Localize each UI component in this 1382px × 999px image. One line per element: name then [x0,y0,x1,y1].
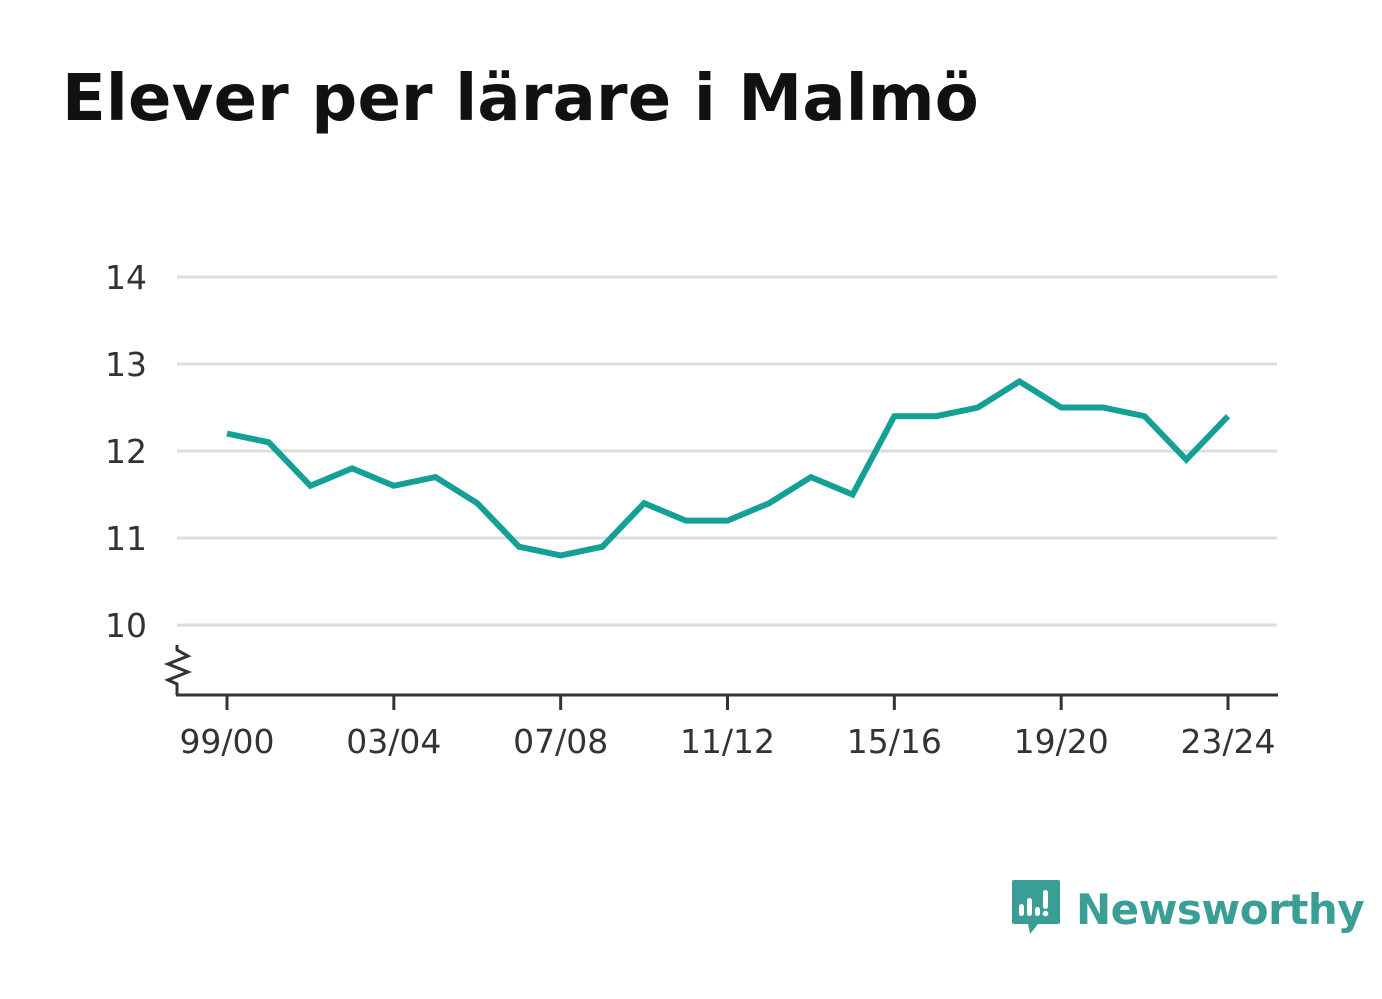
y-tick-label-11: 11 [105,519,147,558]
data-point-03-04 [393,485,394,486]
data-point-20-21 [1102,407,1103,408]
data-point-19-20 [1061,407,1062,408]
bar-chart-icon [1012,880,1060,934]
data-point-05-06 [477,503,478,504]
x-tick-label-99-00: 99/00 [179,722,274,761]
x-tick-label-23-24: 23/24 [1180,722,1275,761]
tick-labels: 10 11 12 13 14 99/00 03/04 07/08 11/12 15/16 19/20… [105,258,1276,761]
data-point-09-10 [644,503,645,504]
data-point-99-00 [227,433,228,434]
axes [163,645,1278,710]
newsworthy-logo[interactable]: Newsworthy [1010,878,1365,940]
x-tick-label-11-12: 11/12 [680,722,775,761]
y-tick-label-12: 12 [105,432,147,471]
data-point-02-03 [352,468,353,469]
data-point-08-09 [602,546,603,547]
data-point-11-12 [727,520,728,521]
data-point-01-02 [310,485,311,486]
data-point-18-19 [1019,381,1020,382]
x-tick-label-15-16: 15/16 [847,722,942,761]
data-point-14-15 [852,494,853,495]
y-tick-label-13: 13 [105,345,147,384]
data-point-10-11 [685,520,686,521]
x-tick-label-19-20: 19/20 [1014,722,1109,761]
data-point-17-18 [977,407,978,408]
data-point-04-05 [435,477,436,478]
x-tick-label-03-04: 03/04 [346,722,441,761]
data-point-12-13 [769,503,770,504]
data-point-23-24 [1228,416,1229,417]
data-point-22-23 [1186,459,1187,460]
gridlines [177,275,1277,627]
x-tick-label-07-08: 07/08 [513,722,608,761]
chart-title: Elever per lärare i Malmö [62,62,979,136]
data-point-21-22 [1144,416,1145,417]
y-tick-label-10: 10 [105,606,147,645]
data-point-07-08 [560,555,561,556]
data-point-16-17 [936,416,937,417]
series-lines [226,377,1231,559]
y-axis-break [163,645,193,695]
data-point-15-16 [894,416,895,417]
data-point-13-14 [810,477,811,478]
y-tick-label-14: 14 [105,258,147,297]
data-point-00-01 [268,442,269,443]
series-line-0 [226,377,1231,559]
data-point-06-07 [518,546,519,547]
brand-name: Newsworthy [1076,884,1365,934]
